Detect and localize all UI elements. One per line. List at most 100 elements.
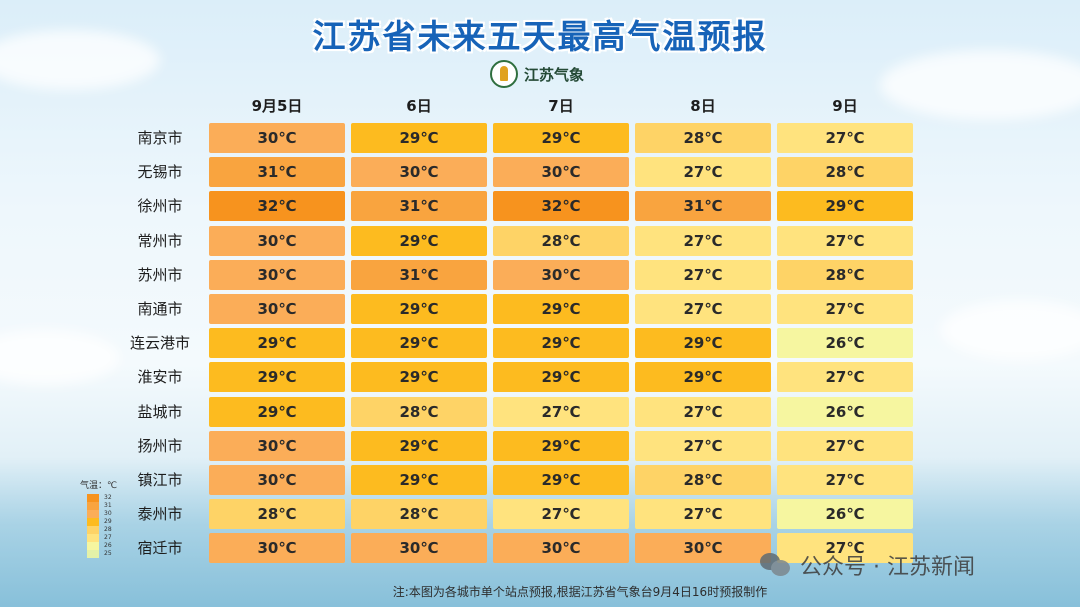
day-header: 8日 bbox=[690, 97, 716, 115]
legend-label: 32 bbox=[104, 494, 112, 501]
legend-item: 27 bbox=[87, 534, 112, 542]
temperature-cell: 27℃ bbox=[635, 157, 771, 188]
cloud-decoration bbox=[880, 50, 1080, 120]
temperature-cell: 27℃ bbox=[635, 225, 771, 256]
city-label: 苏州市 bbox=[137, 265, 183, 284]
temperature-cell: 29℃ bbox=[351, 328, 487, 359]
city-label: 南京市 bbox=[137, 129, 183, 147]
legend-item: 26 bbox=[87, 542, 112, 550]
temperature-cell: 30℃ bbox=[493, 157, 629, 188]
city-label: 盐城市 bbox=[137, 402, 183, 421]
temperature-cell: 29℃ bbox=[351, 225, 487, 256]
jiangsu-meteorology-logo-icon bbox=[490, 60, 518, 88]
watermark-text: 公众号 · 江苏新闻 bbox=[800, 555, 975, 580]
temperature-cell: 30℃ bbox=[351, 533, 487, 564]
temperature-cell: 27℃ bbox=[777, 362, 913, 393]
temperature-cell: 29℃ bbox=[209, 328, 345, 359]
temperature-cell: 29℃ bbox=[493, 430, 629, 461]
day-header: 7日 bbox=[548, 97, 574, 115]
temperature-cell: 30℃ bbox=[209, 533, 345, 564]
temperature-cell: 32℃ bbox=[493, 191, 629, 222]
temperature-cell: 27℃ bbox=[777, 430, 913, 461]
day-header: 9日 bbox=[832, 97, 858, 115]
legend-label: 30 bbox=[104, 510, 112, 517]
legend-label: 29 bbox=[104, 518, 112, 525]
legend-swatch bbox=[87, 518, 99, 526]
legend-label: 28 bbox=[104, 526, 112, 533]
legend-item: 25 bbox=[87, 550, 112, 558]
legend-item: 28 bbox=[87, 526, 112, 534]
legend-swatch bbox=[87, 526, 99, 534]
temperature-cell: 28℃ bbox=[777, 157, 913, 188]
temperature-cell: 27℃ bbox=[777, 225, 913, 256]
city-label: 徐州市 bbox=[137, 197, 183, 216]
legend-item: 29 bbox=[87, 518, 112, 526]
temperature-cell: 29℃ bbox=[635, 328, 771, 359]
legend-swatch bbox=[87, 494, 99, 502]
temperature-cell: 27℃ bbox=[635, 396, 771, 427]
temperature-cell: 29℃ bbox=[493, 328, 629, 359]
legend-item: 31 bbox=[87, 502, 112, 510]
cloud-decoration bbox=[940, 300, 1080, 360]
temperature-cell: 31℃ bbox=[351, 259, 487, 290]
temperature-cell: 28℃ bbox=[209, 499, 345, 530]
city-label: 扬州市 bbox=[137, 436, 183, 455]
legend-swatch bbox=[87, 510, 99, 518]
temperature-cell: 27℃ bbox=[493, 499, 629, 530]
temperature-cell: 27℃ bbox=[777, 465, 913, 495]
temperature-cell: 26℃ bbox=[777, 396, 913, 427]
legend-item: 30 bbox=[87, 510, 112, 518]
legend-label: 27 bbox=[104, 534, 112, 541]
temperature-cell: 29℃ bbox=[351, 123, 487, 153]
temperature-cell: 27℃ bbox=[635, 294, 771, 324]
temperature-cell: 30℃ bbox=[209, 123, 345, 153]
legend-swatch bbox=[87, 542, 99, 550]
city-label: 镇江市 bbox=[137, 471, 183, 489]
temperature-cell: 27℃ bbox=[635, 430, 771, 461]
temperature-cell: 26℃ bbox=[777, 328, 913, 359]
temperature-cell: 28℃ bbox=[351, 396, 487, 427]
temperature-cell: 29℃ bbox=[493, 465, 629, 495]
legend-swatch bbox=[87, 502, 99, 510]
city-label: 南通市 bbox=[137, 300, 183, 318]
wechat-icon bbox=[760, 551, 792, 579]
city-label: 宿迁市 bbox=[137, 539, 183, 558]
temperature-cell: 30℃ bbox=[209, 259, 345, 290]
temperature-cell: 28℃ bbox=[351, 499, 487, 530]
temperature-cell: 27℃ bbox=[635, 259, 771, 290]
city-label: 泰州市 bbox=[137, 505, 183, 524]
legend-label: 31 bbox=[104, 502, 112, 509]
temperature-cell: 30℃ bbox=[493, 533, 629, 564]
temperature-legend: 32 31 30 29 28 27 26 25 bbox=[87, 494, 112, 558]
legend-title: 气温：℃ bbox=[80, 481, 118, 491]
day-header: 6日 bbox=[406, 97, 432, 115]
temperature-cell: 30℃ bbox=[209, 294, 345, 324]
temperature-cell: 26℃ bbox=[777, 499, 913, 530]
day-header: 9月5日 bbox=[251, 97, 303, 115]
brand-name: 江苏气象 bbox=[524, 65, 585, 84]
temperature-cell: 31℃ bbox=[351, 191, 487, 222]
temperature-cell: 29℃ bbox=[351, 362, 487, 393]
brand: 江苏气象 bbox=[490, 60, 584, 88]
temperature-cell: 30℃ bbox=[351, 157, 487, 188]
temperature-cell: 31℃ bbox=[209, 157, 345, 188]
temperature-cell: 29℃ bbox=[209, 396, 345, 427]
city-label: 连云港市 bbox=[129, 334, 190, 353]
temperature-cell: 30℃ bbox=[493, 259, 629, 290]
city-label: 无锡市 bbox=[137, 163, 183, 182]
temperature-cell: 31℃ bbox=[635, 191, 771, 222]
temperature-cell: 30℃ bbox=[209, 465, 345, 495]
temperature-cell: 29℃ bbox=[635, 362, 771, 393]
temperature-cell: 29℃ bbox=[351, 465, 487, 495]
temperature-cell: 30℃ bbox=[209, 225, 345, 256]
temperature-cell: 29℃ bbox=[493, 123, 629, 153]
temperature-cell: 27℃ bbox=[777, 123, 913, 153]
temperature-cell: 29℃ bbox=[351, 294, 487, 324]
temperature-cell: 30℃ bbox=[635, 533, 771, 564]
legend-label: 25 bbox=[104, 550, 112, 557]
city-label: 常州市 bbox=[137, 231, 183, 250]
temperature-cell: 27℃ bbox=[493, 396, 629, 427]
legend-swatch bbox=[87, 534, 99, 542]
temperature-cell: 29℃ bbox=[209, 362, 345, 393]
temperature-cell: 30℃ bbox=[209, 430, 345, 461]
